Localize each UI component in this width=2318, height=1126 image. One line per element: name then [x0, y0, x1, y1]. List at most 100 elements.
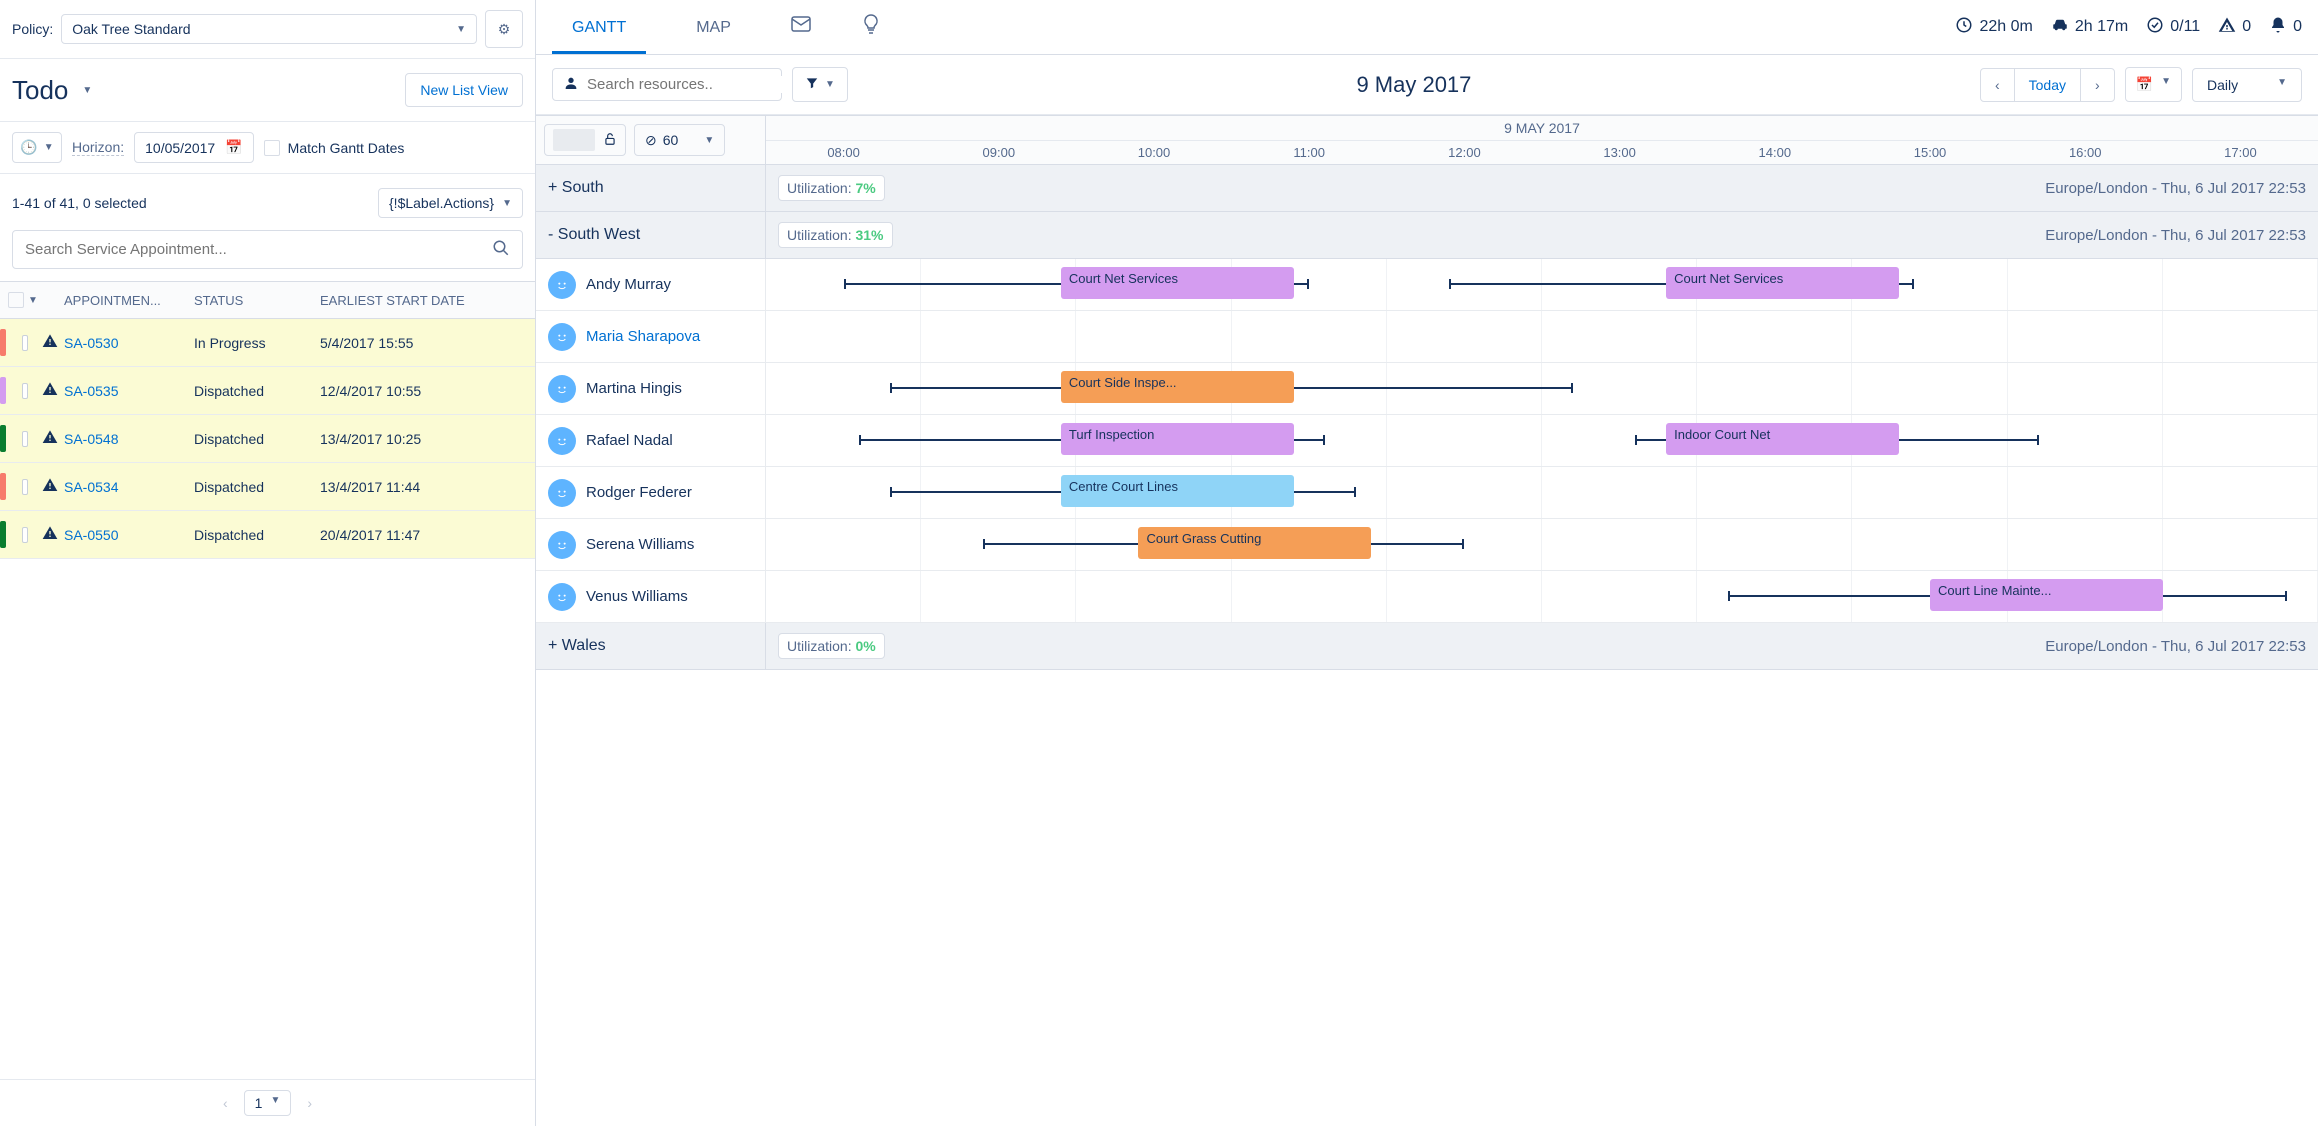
select-all-checkbox[interactable]: ▼ [8, 292, 64, 308]
search-resources-input[interactable] [552, 68, 782, 101]
table-row[interactable]: SA-0530 In Progress 5/4/2017 15:55 [0, 319, 535, 367]
appointment-status: In Progress [194, 335, 320, 351]
search-resources-field[interactable] [587, 76, 786, 93]
gantt-body: + South Utilization: 7% Europe/London - … [536, 165, 2318, 1126]
appointment-link[interactable]: SA-0535 [64, 383, 118, 399]
hour-label: 15:00 [1852, 141, 2007, 164]
row-checkbox[interactable] [22, 335, 28, 351]
resource-name[interactable]: Venus Williams [586, 588, 688, 605]
prev-day-button[interactable]: ‹ [1980, 68, 2015, 102]
settings-button[interactable]: ⚙ [485, 10, 523, 48]
resource-timeline[interactable] [766, 311, 2318, 362]
actions-label: {!$Label.Actions} [389, 195, 494, 211]
appointment-bar[interactable]: Centre Court Lines [1061, 475, 1294, 507]
stats-bar: 22h 0m 2h 17m 0/11 [1955, 16, 2302, 39]
stat-hours: 22h 0m [1955, 16, 2032, 39]
appointment-bar[interactable]: Court Side Inspe... [1061, 371, 1294, 403]
person-icon [563, 75, 579, 94]
resource-name[interactable]: Andy Murray [586, 276, 671, 293]
stat-completed: 0/11 [2146, 16, 2200, 39]
calendar-dropdown[interactable]: 📅 ▼ [2125, 67, 2182, 102]
new-list-view-button[interactable]: New List View [405, 73, 523, 107]
search-appointments-input[interactable] [12, 230, 523, 269]
clock-icon: 🕒 [20, 139, 37, 156]
table-row[interactable]: SA-0550 Dispatched 20/4/2017 11:47 [0, 511, 535, 559]
table-row[interactable]: SA-0548 Dispatched 13/4/2017 10:25 [0, 415, 535, 463]
time-filter-dropdown[interactable]: 🕒 ▼ [12, 132, 62, 163]
territory-row[interactable]: + South Utilization: 7% Europe/London - … [536, 165, 2318, 212]
row-stripe [0, 521, 6, 548]
lock-toggle[interactable] [544, 124, 626, 156]
chevron-down-icon: ▼ [825, 79, 835, 90]
count-bar: 1-41 of 41, 0 selected {!$Label.Actions}… [0, 174, 535, 224]
territory-name[interactable]: + South [536, 165, 766, 211]
resource-timeline[interactable]: Court Net Services Court Net Services [766, 259, 2318, 310]
resource-name[interactable]: Rodger Federer [586, 484, 692, 501]
view-mode-dropdown[interactable]: Daily ▼ [2192, 68, 2302, 102]
resource-name[interactable]: Martina Hingis [586, 380, 682, 397]
row-checkbox[interactable] [22, 383, 28, 399]
resource-row: Andy Murray Court Net ServicesCourt Net … [536, 259, 2318, 311]
territory-row[interactable]: + Wales Utilization: 0% Europe/London - … [536, 623, 2318, 670]
row-checkbox[interactable] [22, 527, 28, 543]
hour-label: 16:00 [2008, 141, 2163, 164]
timezone-text: Europe/London - Thu, 6 Jul 2017 22:53 [2045, 638, 2306, 655]
resource-row: Rodger Federer Centre Court Lines [536, 467, 2318, 519]
table-row[interactable]: SA-0535 Dispatched 12/4/2017 10:55 [0, 367, 535, 415]
filter-button[interactable]: ▼ [792, 67, 848, 102]
policy-value: Oak Tree Standard [72, 21, 190, 37]
page-select[interactable]: 1 ▼ [244, 1090, 292, 1116]
hour-label: 13:00 [1542, 141, 1697, 164]
table-row[interactable]: SA-0534 Dispatched 13/4/2017 11:44 [0, 463, 535, 511]
row-checkbox[interactable] [22, 431, 28, 447]
resource-timeline[interactable]: Court Grass Cutting [766, 519, 2318, 570]
next-day-button[interactable]: › [2080, 68, 2115, 102]
resource-row: Maria Sharapova [536, 311, 2318, 363]
zoom-dropdown[interactable]: ⊘ 60 ▼ [634, 124, 725, 156]
territory-name[interactable]: + Wales [536, 623, 766, 669]
utilization-badge: Utilization: 0% [778, 633, 885, 659]
timezone-text: Europe/London - Thu, 6 Jul 2017 22:53 [2045, 180, 2306, 197]
match-gantt-checkbox[interactable]: Match Gantt Dates [264, 140, 405, 156]
col-date[interactable]: EARLIEST START DATE [320, 293, 527, 308]
appointment-bar[interactable]: Indoor Court Net [1666, 423, 1899, 455]
list-dropdown-icon[interactable]: ▼ [82, 85, 92, 96]
resource-timeline[interactable]: Court Side Inspe... [766, 363, 2318, 414]
check-circle-icon [2146, 16, 2164, 39]
gantt-chart: ⊘ 60 ▼ 9 MAY 2017 08:0009:0010:0011:0012… [536, 115, 2318, 1126]
resource-name[interactable]: Rafael Nadal [586, 432, 673, 449]
pager-prev[interactable]: ‹ [223, 1095, 228, 1111]
appointment-bar[interactable]: Court Net Services [1666, 267, 1899, 299]
appointment-link[interactable]: SA-0548 [64, 431, 118, 447]
lightbulb-icon[interactable] [851, 0, 891, 54]
appointment-link[interactable]: SA-0534 [64, 479, 118, 495]
horizon-date-input[interactable]: 10/05/2017 📅 [134, 132, 254, 163]
territory-row[interactable]: - South West Utilization: 31% Europe/Lon… [536, 212, 2318, 259]
appointment-link[interactable]: SA-0550 [64, 527, 118, 543]
col-status[interactable]: STATUS [194, 293, 320, 308]
resource-name[interactable]: Maria Sharapova [586, 328, 700, 345]
actions-dropdown[interactable]: {!$Label.Actions} ▼ [378, 188, 523, 218]
mail-icon[interactable] [781, 0, 821, 54]
resource-timeline[interactable]: Turf Inspection Indoor Court Net [766, 415, 2318, 466]
pager-next[interactable]: › [307, 1095, 312, 1111]
territory-name[interactable]: - South West [536, 212, 766, 258]
tab-map[interactable]: MAP [676, 1, 751, 54]
tab-gantt[interactable]: GANTT [552, 1, 646, 54]
search-appointments-field[interactable] [25, 241, 492, 258]
appointment-bar[interactable]: Court Grass Cutting [1138, 527, 1371, 559]
appointment-date: 13/4/2017 11:44 [320, 479, 527, 495]
resource-timeline[interactable]: Court Line Mainte... [766, 571, 2318, 622]
resource-name[interactable]: Serena Williams [586, 536, 694, 553]
row-checkbox[interactable] [22, 479, 28, 495]
resource-timeline[interactable]: Centre Court Lines [766, 467, 2318, 518]
appointment-date: 20/4/2017 11:47 [320, 527, 527, 543]
today-button[interactable]: Today [2015, 68, 2080, 102]
policy-select[interactable]: Oak Tree Standard ▼ [61, 14, 477, 44]
pager: ‹ 1 ▼ › [0, 1079, 535, 1126]
appointment-bar[interactable]: Turf Inspection [1061, 423, 1294, 455]
appointment-link[interactable]: SA-0530 [64, 335, 118, 351]
col-appointment[interactable]: APPOINTMEN... [64, 293, 194, 308]
appointment-bar[interactable]: Court Line Mainte... [1930, 579, 2163, 611]
appointment-bar[interactable]: Court Net Services [1061, 267, 1294, 299]
